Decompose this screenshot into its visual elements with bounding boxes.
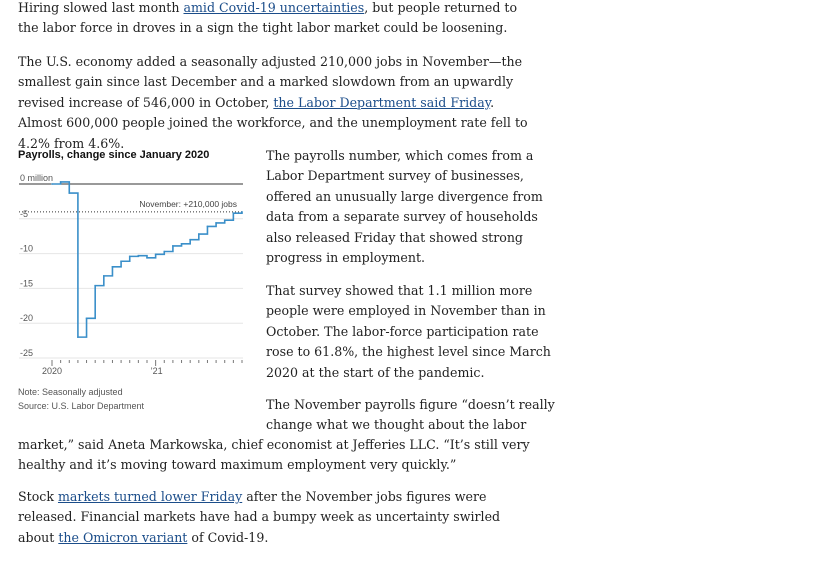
y-tick-label: -15 [20, 278, 33, 288]
data-point [111, 266, 114, 268]
x-tick-label: 2020 [42, 366, 62, 376]
labor-department-link[interactable]: the Labor Department said Friday [273, 94, 491, 110]
x-tick-label: ’21 [151, 366, 163, 376]
data-point [59, 181, 62, 183]
y-tick-label: -10 [20, 244, 33, 254]
paragraph-text: Stock [18, 489, 58, 504]
markets-turned-lower-link[interactable]: markets turned lower Friday [57, 489, 243, 504]
paragraph-text: . Almost 600,000 people joined the workf… [18, 94, 528, 151]
data-point [77, 336, 79, 338]
data-point [137, 254, 140, 257]
data-point [51, 183, 53, 185]
paragraph-text: after the November jobs figures were rel… [18, 489, 501, 545]
chart-marks [51, 181, 243, 338]
data-point [146, 256, 148, 259]
omicron-variant-link[interactable]: the Omicron variant [58, 529, 188, 545]
paragraph-text: The U.S. economy added a seasonally adju… [18, 54, 523, 110]
data-point [215, 222, 217, 224]
chart-title: Payrolls, change since January 2020 [18, 149, 210, 161]
data-point [120, 260, 122, 263]
data-point [172, 245, 174, 247]
data-point [223, 219, 226, 221]
data-point [163, 250, 166, 253]
article-paragraph-1: Hiring slowed last month amid Covid-19 u… [18, 0, 538, 39]
chart-ticks: 0 million -5 -10 -15 -20 -25 2020 ’21 [20, 173, 243, 376]
y-tick-label: -5 [20, 209, 28, 219]
data-point [85, 317, 88, 320]
article-paragraph-4: That survey showed that 1.1 million more… [266, 283, 551, 380]
article-paragraph-5-end: market,” said Aneta Markowska, chief eco… [18, 437, 530, 473]
data-point [180, 243, 183, 245]
data-point [128, 255, 131, 258]
paragraph-text: , but people returned to the labor force… [18, 0, 518, 36]
data-point [206, 225, 209, 228]
covid-uncertainties-link[interactable]: amid Covid-19 uncertainties [183, 0, 365, 15]
article-paragraph-6: Stock markets turned lower Friday after … [18, 487, 538, 548]
data-point [232, 212, 235, 215]
chart-grid [19, 183, 243, 359]
data-point [103, 275, 105, 277]
data-point [241, 211, 243, 213]
y-tick-label: 0 million [20, 173, 53, 183]
data-point [189, 238, 191, 241]
paragraph-text: of Covid-19. [187, 529, 269, 545]
y-tick-label: -20 [20, 313, 33, 323]
y-tick-label: -25 [20, 348, 33, 358]
chart-source: Source: U.S. Labor Department [18, 401, 145, 411]
chart-note: Note: Seasonally adjusted [18, 387, 123, 397]
paragraph-text: Hiring slowed last month [18, 0, 184, 15]
data-point [198, 233, 200, 235]
data-point [68, 192, 71, 194]
chart-reference-line: November: +210,000 jobs [19, 199, 243, 213]
article-paragraph-3: The payrolls number, which comes from a … [266, 148, 543, 266]
article-paragraph-5-start: The November payrolls figure “doesn’t re… [266, 397, 555, 433]
reference-annotation: November: +210,000 jobs [139, 199, 237, 209]
data-point [94, 284, 96, 287]
data-point [154, 253, 157, 256]
article-paragraph-2: The U.S. economy added a seasonally adju… [18, 52, 538, 154]
